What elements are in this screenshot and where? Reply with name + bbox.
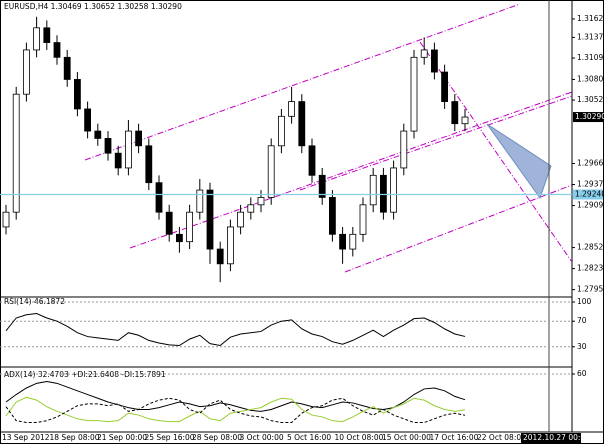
candle-body <box>104 138 112 154</box>
y-tick-label: 1.30800 <box>577 74 604 83</box>
y-tick-label: 1.31620 <box>577 14 604 23</box>
y-tick-label: 1.29660 <box>577 159 604 168</box>
y-tick-label: 100 <box>577 297 592 306</box>
candle-body <box>441 71 449 102</box>
candle-body <box>461 116 469 125</box>
y-tick-label: 1.29375 <box>577 180 604 189</box>
candle-body <box>339 233 347 250</box>
channel-line <box>129 91 573 249</box>
y-tick-label: 1.30520 <box>577 95 604 104</box>
candle-body <box>175 233 183 243</box>
time-label: 18 Sep 08:00 <box>50 433 100 442</box>
candle-body <box>277 115 285 147</box>
chart-title: EURUSD,H4 1.30469 1.30652 1.30258 1.3029… <box>4 2 182 11</box>
y-tick-label: 1.27950 <box>577 285 604 294</box>
channel-line <box>84 3 521 161</box>
candle-body <box>74 79 81 110</box>
y-tick-label: 1.31370 <box>577 32 604 41</box>
indicator-line <box>5 313 466 347</box>
y-tick-label: 30 <box>577 342 587 351</box>
y-tick-label: 1.31090 <box>577 53 604 62</box>
time-label: 13 Sep 2012 <box>2 433 50 442</box>
candle-body <box>420 49 428 58</box>
candle-body <box>186 211 194 243</box>
candle-body <box>237 211 245 228</box>
candle-body <box>349 233 357 250</box>
candle-body <box>53 42 61 58</box>
candle-body <box>400 130 408 169</box>
candle-body <box>247 204 255 213</box>
cursor-label: 2012.10.27 00:00 <box>523 433 590 442</box>
candle-body <box>267 145 275 198</box>
candle-body <box>43 27 51 43</box>
candle-body <box>359 204 367 235</box>
forecast-triangle <box>486 123 552 200</box>
y-tick-label: 1.28520 <box>577 243 604 252</box>
candle-body <box>94 130 102 139</box>
candle-body <box>226 226 234 265</box>
candle-body <box>84 108 91 132</box>
time-label: 22 Oct 08:00 <box>477 433 526 442</box>
candle-body <box>216 248 224 265</box>
candle-body <box>328 197 336 235</box>
time-label: 21 Sep 00:00 <box>97 433 147 442</box>
indicator-line <box>5 380 466 412</box>
candle-body <box>379 174 387 213</box>
candle-body <box>390 167 398 213</box>
candle-body <box>2 211 10 228</box>
time-label: 15 Oct 00:00 <box>382 433 431 442</box>
y-tick-label: 1.28235 <box>577 264 604 273</box>
time-label: 5 Oct 16:00 <box>287 433 331 442</box>
candle-body <box>410 56 418 132</box>
hline-label: 1.29240 <box>575 189 604 198</box>
y-tick-label: 70 <box>577 316 587 325</box>
candle-body <box>125 130 132 169</box>
time-label: 3 Oct 00:00 <box>240 433 284 442</box>
price-label-bg <box>573 112 603 123</box>
candle-body <box>288 101 296 117</box>
price-label: 1.30290 <box>575 112 604 121</box>
indicator-line <box>5 396 466 423</box>
time-label: 25 Sep 16:00 <box>145 433 195 442</box>
candle-body <box>369 174 377 206</box>
channel-line <box>344 184 573 273</box>
candle-body <box>145 145 153 184</box>
time-label: 17 Oct 16:00 <box>430 433 479 442</box>
channel-lines <box>84 3 573 273</box>
candle-body <box>196 189 204 213</box>
y-tick-label: 1.29090 <box>577 201 604 210</box>
candle-body <box>298 101 306 147</box>
indicator-line <box>5 397 466 424</box>
candle-body <box>135 130 143 147</box>
candle-body <box>33 27 40 51</box>
candle-body <box>308 145 316 176</box>
candle-body <box>257 197 265 206</box>
candle-body <box>206 189 214 250</box>
candle-body <box>318 174 326 198</box>
rsi-title: RSI(14) 46.1872 <box>4 297 65 306</box>
channel-line <box>299 95 573 191</box>
candle-body <box>12 93 20 213</box>
candle-body <box>451 101 459 125</box>
y-tick-label: 60 <box>577 369 587 378</box>
candle-body <box>155 182 163 213</box>
cursor-label-bg <box>521 433 581 443</box>
candle-body <box>430 49 438 73</box>
candle-body <box>63 56 71 80</box>
candle-body <box>22 49 30 95</box>
hline-label-bg <box>573 189 603 200</box>
time-label: 28 Sep 08:00 <box>192 433 242 442</box>
candle-body <box>165 211 173 235</box>
candle-body <box>114 152 122 169</box>
time-label: 10 Oct 08:00 <box>335 433 384 442</box>
